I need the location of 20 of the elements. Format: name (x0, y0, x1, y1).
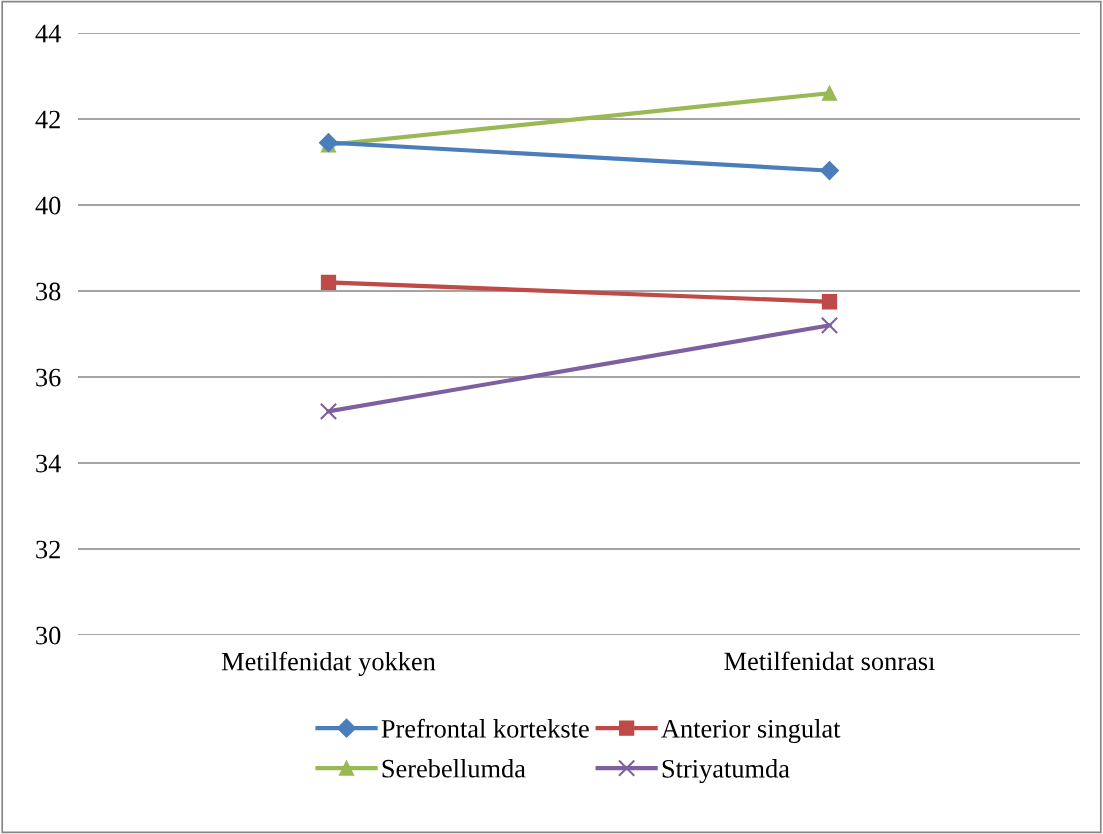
y-tick-label: 38 (36, 282, 61, 301)
x-tick-label: Metilfenidat sonrası (724, 651, 935, 671)
point (821, 294, 838, 310)
point (319, 402, 338, 421)
point (820, 316, 839, 335)
legend-label: Striyatumda (662, 759, 790, 784)
y-tick-label: 40 (35, 196, 61, 215)
y-tick-label: 42 (35, 110, 60, 129)
point (320, 274, 337, 291)
y-tick-label: 34 (36, 454, 61, 473)
y-tick-label: 36 (36, 368, 61, 387)
x-tick-label: Metilfenidat yokken (221, 651, 436, 676)
y-tick-label: 32 (36, 540, 60, 559)
point (819, 161, 840, 181)
legend-label: Serebellumda (382, 759, 526, 778)
y-tick-label: 44 (35, 24, 61, 43)
legend-label: Anterior singulat (661, 719, 841, 744)
y-tick-label: 30 (36, 626, 61, 645)
point (821, 85, 838, 101)
legend-label: Prefrontal kortekste (381, 718, 589, 738)
